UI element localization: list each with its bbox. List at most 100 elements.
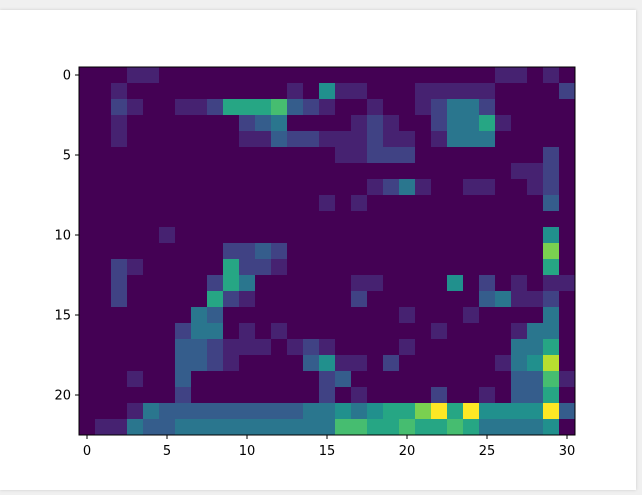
heatmap-cell bbox=[303, 339, 320, 356]
heatmap-cell bbox=[223, 243, 240, 260]
heatmap-cell bbox=[159, 243, 176, 260]
heatmap-cell bbox=[127, 355, 144, 372]
heatmap-cell bbox=[303, 83, 320, 100]
heatmap-cell bbox=[495, 403, 512, 420]
heatmap-cell bbox=[287, 99, 304, 116]
heatmap-cell bbox=[527, 179, 544, 196]
heatmap-cell bbox=[431, 163, 448, 180]
heatmap-cell bbox=[351, 275, 368, 292]
heatmap-cell bbox=[399, 419, 416, 436]
heatmap-cell bbox=[207, 179, 224, 196]
heatmap-cell bbox=[239, 371, 256, 388]
heatmap-cell bbox=[79, 163, 96, 180]
heatmap-cell bbox=[351, 131, 368, 148]
heatmap-cell bbox=[79, 323, 96, 340]
heatmap-cell bbox=[383, 211, 400, 228]
heatmap-cell bbox=[175, 115, 192, 132]
heatmap-cell bbox=[527, 339, 544, 356]
heatmap-cell bbox=[543, 291, 560, 308]
heatmap-cell bbox=[255, 163, 272, 180]
heatmap-cell bbox=[351, 403, 368, 420]
heatmap-cell bbox=[143, 83, 160, 100]
heatmap-cell bbox=[287, 83, 304, 100]
heatmap-cell bbox=[319, 131, 336, 148]
heatmap-cell bbox=[399, 195, 416, 212]
heatmap-cell bbox=[319, 403, 336, 420]
heatmap-cell bbox=[383, 291, 400, 308]
heatmap-cell bbox=[79, 291, 96, 308]
x-tick-label: 20 bbox=[399, 444, 416, 459]
heatmap-cell bbox=[495, 131, 512, 148]
heatmap-cell bbox=[271, 67, 288, 84]
heatmap-cell bbox=[79, 211, 96, 228]
heatmap-cell bbox=[335, 243, 352, 260]
heatmap-cell bbox=[543, 83, 560, 100]
heatmap-cell bbox=[559, 227, 576, 244]
heatmap-cell bbox=[191, 355, 208, 372]
heatmap-cell bbox=[175, 131, 192, 148]
heatmap-cell bbox=[143, 147, 160, 164]
heatmap-cell bbox=[207, 387, 224, 404]
heatmap-cell bbox=[495, 339, 512, 356]
heatmap-cell bbox=[351, 355, 368, 372]
heatmap-cell bbox=[175, 163, 192, 180]
heatmap-cell bbox=[191, 211, 208, 228]
heatmap-cell bbox=[143, 371, 160, 388]
heatmap-cell bbox=[527, 355, 544, 372]
heatmap-cell bbox=[495, 99, 512, 116]
heatmap-cell bbox=[559, 387, 576, 404]
heatmap-cell bbox=[479, 419, 496, 436]
heatmap-cell bbox=[175, 403, 192, 420]
heatmap-cell bbox=[511, 211, 528, 228]
heatmap-cell bbox=[271, 243, 288, 260]
heatmap-cell bbox=[399, 99, 416, 116]
heatmap-cell bbox=[447, 67, 464, 84]
heatmap-cell bbox=[271, 163, 288, 180]
heatmap-cell bbox=[527, 227, 544, 244]
heatmap-cell bbox=[255, 259, 272, 276]
heatmap-cell bbox=[351, 163, 368, 180]
heatmap-cell bbox=[479, 323, 496, 340]
heatmap-cell bbox=[431, 387, 448, 404]
heatmap-cell bbox=[511, 339, 528, 356]
heatmap-cell bbox=[111, 147, 128, 164]
heatmap-cell bbox=[79, 275, 96, 292]
heatmap-cell bbox=[159, 371, 176, 388]
heatmap-cell bbox=[143, 339, 160, 356]
heatmap-cell bbox=[255, 147, 272, 164]
heatmap-cell bbox=[383, 259, 400, 276]
heatmap-cell bbox=[255, 371, 272, 388]
heatmap-cell bbox=[95, 179, 112, 196]
heatmap-cell bbox=[479, 179, 496, 196]
heatmap-cell bbox=[255, 243, 272, 260]
heatmap-cell bbox=[95, 131, 112, 148]
heatmap-cell bbox=[543, 307, 560, 324]
heatmap-cell bbox=[79, 419, 96, 436]
heatmap-cell bbox=[319, 147, 336, 164]
heatmap-cell bbox=[511, 403, 528, 420]
heatmap-cell bbox=[383, 67, 400, 84]
heatmap-cell bbox=[559, 211, 576, 228]
heatmap-cell bbox=[415, 211, 432, 228]
heatmap-cell bbox=[319, 419, 336, 436]
heatmap-cell bbox=[303, 67, 320, 84]
heatmap-cell bbox=[95, 115, 112, 132]
x-tick-label: 30 bbox=[559, 444, 576, 459]
heatmap-cell bbox=[415, 259, 432, 276]
heatmap-cell bbox=[319, 275, 336, 292]
heatmap-cell bbox=[351, 195, 368, 212]
x-tick-label: 10 bbox=[239, 444, 256, 459]
heatmap-cell bbox=[303, 387, 320, 404]
heatmap-cell bbox=[351, 243, 368, 260]
heatmap-cell bbox=[415, 371, 432, 388]
heatmap-cell bbox=[495, 163, 512, 180]
heatmap-cell bbox=[335, 147, 352, 164]
heatmap-cell bbox=[239, 99, 256, 116]
heatmap-cell bbox=[479, 259, 496, 276]
heatmap-cell bbox=[431, 307, 448, 324]
heatmap-cell bbox=[527, 275, 544, 292]
heatmap-cell bbox=[559, 291, 576, 308]
heatmap-cell bbox=[527, 403, 544, 420]
heatmap-cell bbox=[399, 355, 416, 372]
heatmap-cell bbox=[143, 243, 160, 260]
